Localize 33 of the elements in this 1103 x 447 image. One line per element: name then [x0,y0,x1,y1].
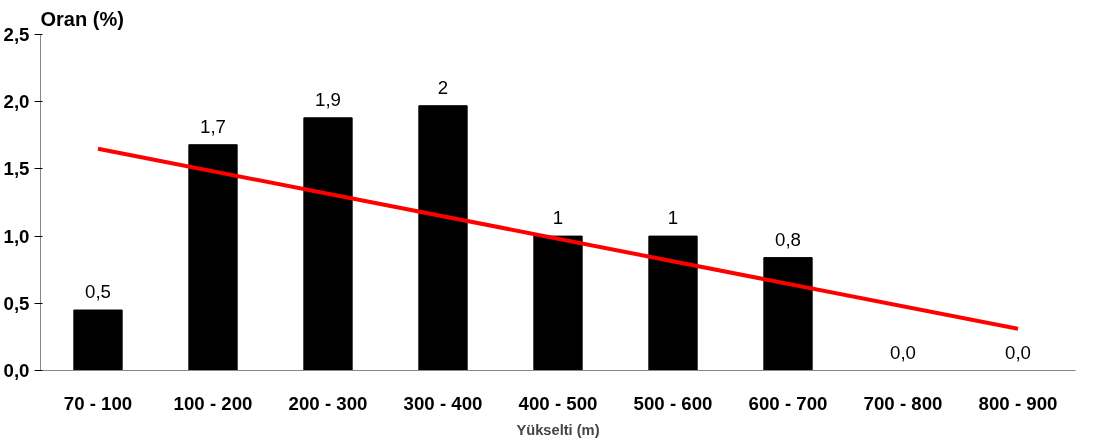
x-tick-label: 70 - 100 [63,392,133,414]
y-tick-label: 1,5 [3,158,30,180]
data-label: 0,8 [775,228,801,250]
x-tick-label: 500 - 600 [633,392,713,414]
data-label: 1 [552,207,564,229]
x-tick-label: 800 - 900 [978,392,1058,414]
x-tick-label: 600 - 700 [748,392,828,414]
bar [533,235,583,371]
x-axis-title: Yükselti (m) [516,421,600,438]
y-tick-label: 2,0 [3,91,30,113]
bar [418,105,468,371]
bar [763,257,813,371]
y-tick-label: 0,0 [3,360,30,381]
x-tick-label: 400 - 500 [518,392,598,414]
data-label: 0,0 [890,341,916,363]
y-tick-label: 1,0 [3,225,30,247]
data-label: 2 [437,76,449,98]
data-label: 1,9 [315,88,341,110]
bar [73,309,123,371]
y-tick-label: 2,5 [3,24,30,45]
data-label: 0,5 [85,281,111,303]
y-tick-label: 0,5 [3,292,30,314]
data-label: 1,7 [200,115,226,137]
x-tick-label: 100 - 200 [173,392,253,414]
x-tick-label: 200 - 300 [288,392,368,414]
x-tick-label: 300 - 400 [403,392,483,414]
data-label: 1 [667,207,679,229]
y-axis-title: Oran (%) [40,7,124,30]
data-label: 0,0 [1005,341,1031,363]
bar [303,117,353,371]
bar [188,144,238,371]
x-tick-label: 700 - 800 [863,392,943,414]
bar [648,235,698,371]
